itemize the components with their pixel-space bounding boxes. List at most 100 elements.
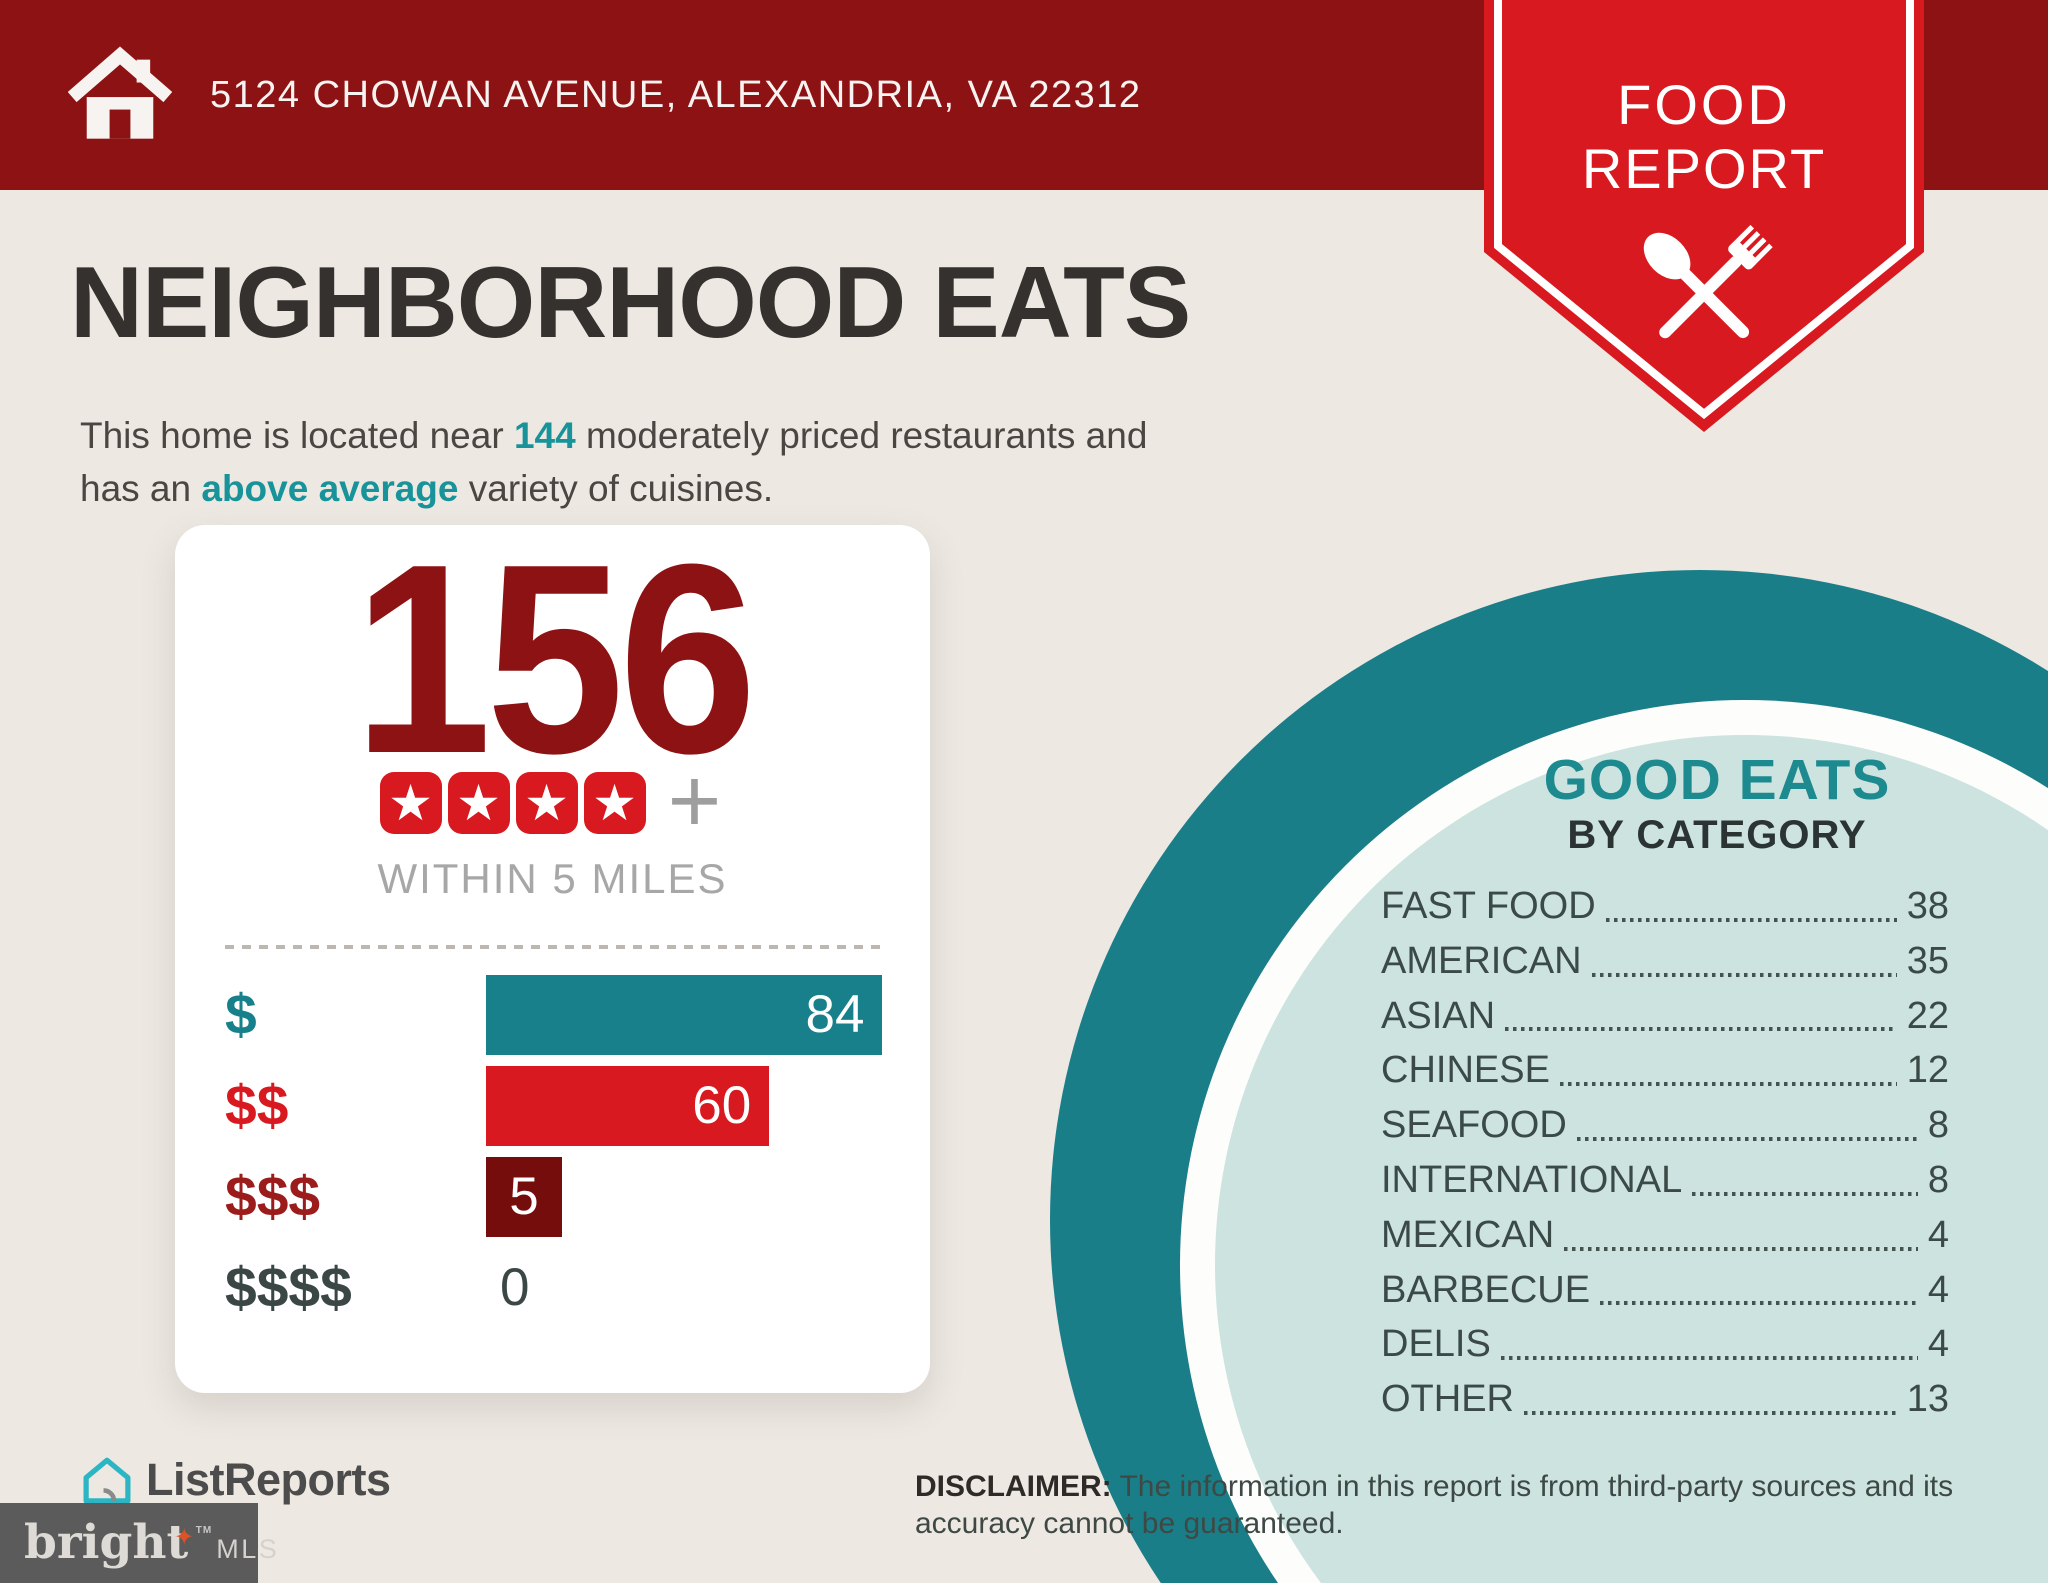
plus-icon: + (667, 750, 722, 852)
bright-text: bright (24, 1515, 189, 1570)
category-row: OTHER 13 (1381, 1372, 1949, 1427)
category-value: 4 (1927, 1323, 1949, 1366)
bright-star-icon: ✦ (174, 1523, 195, 1551)
mls-text: MLS (216, 1534, 280, 1564)
listreports-logo: ListReports (78, 1450, 391, 1510)
intro-mid: moderately priced restaurants and has an (80, 415, 1148, 509)
category-value: 8 (1927, 1104, 1949, 1147)
price-level-label: $$ (225, 1074, 289, 1138)
star-tile-icon: ★ (447, 772, 510, 834)
category-value: 22 (1906, 994, 1949, 1037)
category-label: MEXICAN (1381, 1213, 1555, 1256)
price-bar-zero-value: 0 (500, 1258, 530, 1317)
restaurant-count-inline: 144 (513, 415, 576, 456)
listreports-wordmark: ListReports (146, 1454, 391, 1505)
category-label: BARBECUE (1381, 1268, 1591, 1311)
bright-mls-watermark: bright ✦ TM MLS (0, 1503, 277, 1583)
category-label: ASIAN (1381, 994, 1496, 1037)
star-tile-icon: ★ (515, 772, 578, 834)
category-row: BARBECUE 4 (1381, 1263, 1949, 1318)
star-tile-icon: ★ (379, 772, 442, 834)
ribbon-shape (1484, 0, 1924, 432)
dotted-leader (1600, 1301, 1918, 1306)
category-value: 4 (1927, 1268, 1949, 1311)
category-label: OTHER (1381, 1378, 1514, 1421)
star-icon: ★ (456, 774, 501, 832)
category-row: DELIS 4 (1381, 1317, 1949, 1372)
price-bar-value: 5 (509, 1167, 539, 1226)
disclaimer-line-2: accuracy cannot be guaranteed. (915, 1507, 1344, 1540)
category-value: 12 (1906, 1049, 1949, 1092)
category-value: 8 (1927, 1158, 1949, 1201)
bright-wordmark: bright ✦ TM (24, 1515, 211, 1570)
category-value: 35 (1906, 939, 1949, 982)
price-bar-value: 84 (805, 985, 865, 1044)
category-value: 13 (1906, 1378, 1949, 1421)
intro-post: variety of cuisines. (458, 468, 774, 509)
star-rating: ★ ★ ★ ★ + (175, 750, 930, 852)
disclaimer: DISCLAIMER: The information in this repo… (915, 1468, 1990, 1542)
restaurant-stats-card: 156 ★ ★ ★ ★ + WITHIN 5 MILES $84 $$ 60 $$$ 5 $$$$… (175, 525, 930, 1393)
disclaimer-line-1: DISCLAIMER: The information in this repo… (915, 1468, 1990, 1505)
category-row: SEAFOOD 8 (1381, 1098, 1949, 1153)
category-row: AMERICAN 35 (1381, 934, 1949, 989)
category-label: FAST FOOD (1381, 885, 1596, 927)
dotted-leader (1524, 1410, 1897, 1415)
total-restaurant-count: 156 (353, 509, 757, 810)
star-tile-icon: ★ (583, 772, 646, 834)
category-label: CHINESE (1381, 1049, 1550, 1092)
price-row-$: $84 (225, 975, 885, 1055)
dotted-leader (1564, 1246, 1918, 1251)
category-label: SEAFOOD (1381, 1104, 1567, 1147)
trademark-symbol: TM (195, 1525, 213, 1536)
good-eats-header: GOOD EATS BY CATEGORY (1417, 750, 2017, 858)
price-level-label: $ (225, 983, 257, 1047)
category-row: MEXICAN 4 (1381, 1208, 1949, 1263)
good-eats-subtitle: BY CATEGORY (1567, 813, 1867, 857)
category-label: AMERICAN (1381, 939, 1582, 982)
ribbon-title-report: REPORT (1581, 137, 1827, 200)
dotted-leader (1576, 1136, 1918, 1141)
listreports-house-icon (83, 1457, 131, 1504)
disclaimer-label: DISCLAIMER: (915, 1470, 1112, 1503)
category-label: INTERNATIONAL (1381, 1158, 1683, 1201)
dotted-leader (1559, 1082, 1897, 1087)
dashed-divider (225, 945, 880, 949)
price-row-$$: $$ 60 (225, 1066, 885, 1146)
dotted-leader (1591, 972, 1897, 977)
category-label: DELIS (1381, 1323, 1491, 1366)
category-value: 38 (1906, 885, 1949, 927)
price-level-bar-chart: $84 $$ 60 $$$ 5 $$$$ 0 (225, 975, 885, 1375)
crossed-spoon-fork-icon (1643, 224, 1773, 339)
category-row: ASIAN 22 (1381, 989, 1949, 1044)
category-row: INTERNATIONAL 8 (1381, 1153, 1949, 1208)
price-bar: 5 (486, 1157, 562, 1237)
price-bar: 84 (486, 975, 883, 1055)
intro-pre: This home is located near (80, 415, 514, 456)
food-report-ribbon: FOOD REPORT (1484, 0, 1924, 432)
category-list: FAST FOOD 38 AMERICAN 35 ASIAN 22 CHINESE 12 SEA… (1381, 879, 1949, 1427)
price-row-$$$: $$$ 5 (225, 1157, 885, 1237)
price-row-$$$$: $$$$ 0 (225, 1248, 885, 1328)
star-icon: ★ (592, 774, 637, 832)
category-row: CHINESE 12 (1381, 1043, 1949, 1098)
ribbon-title-food: FOOD (1617, 73, 1791, 136)
price-bar-value: 60 (692, 1076, 752, 1135)
price-bar: 60 (486, 1066, 770, 1146)
property-address: 5124 CHOWAN AVENUE, ALEXANDRIA, VA 22312 (210, 73, 1142, 116)
good-eats-title: GOOD EATS (1543, 748, 1891, 812)
dotted-leader (1605, 917, 1897, 922)
radius-label: WITHIN 5 MILES (377, 855, 728, 902)
intro-paragraph: This home is located near 144 moderately… (80, 409, 1170, 515)
dotted-leader (1505, 1027, 1897, 1032)
category-value: 4 (1927, 1213, 1949, 1256)
dotted-leader (1500, 1356, 1918, 1361)
page-title: NEIGHBORHOOD EATS (70, 247, 1191, 359)
dotted-leader (1692, 1191, 1918, 1196)
price-level-label: $$$$ (225, 1256, 352, 1320)
home-icon (68, 46, 172, 139)
variety-highlight: above average (201, 468, 459, 509)
category-row: FAST FOOD 38 (1381, 879, 1949, 934)
price-level-label: $$$ (225, 1165, 321, 1229)
